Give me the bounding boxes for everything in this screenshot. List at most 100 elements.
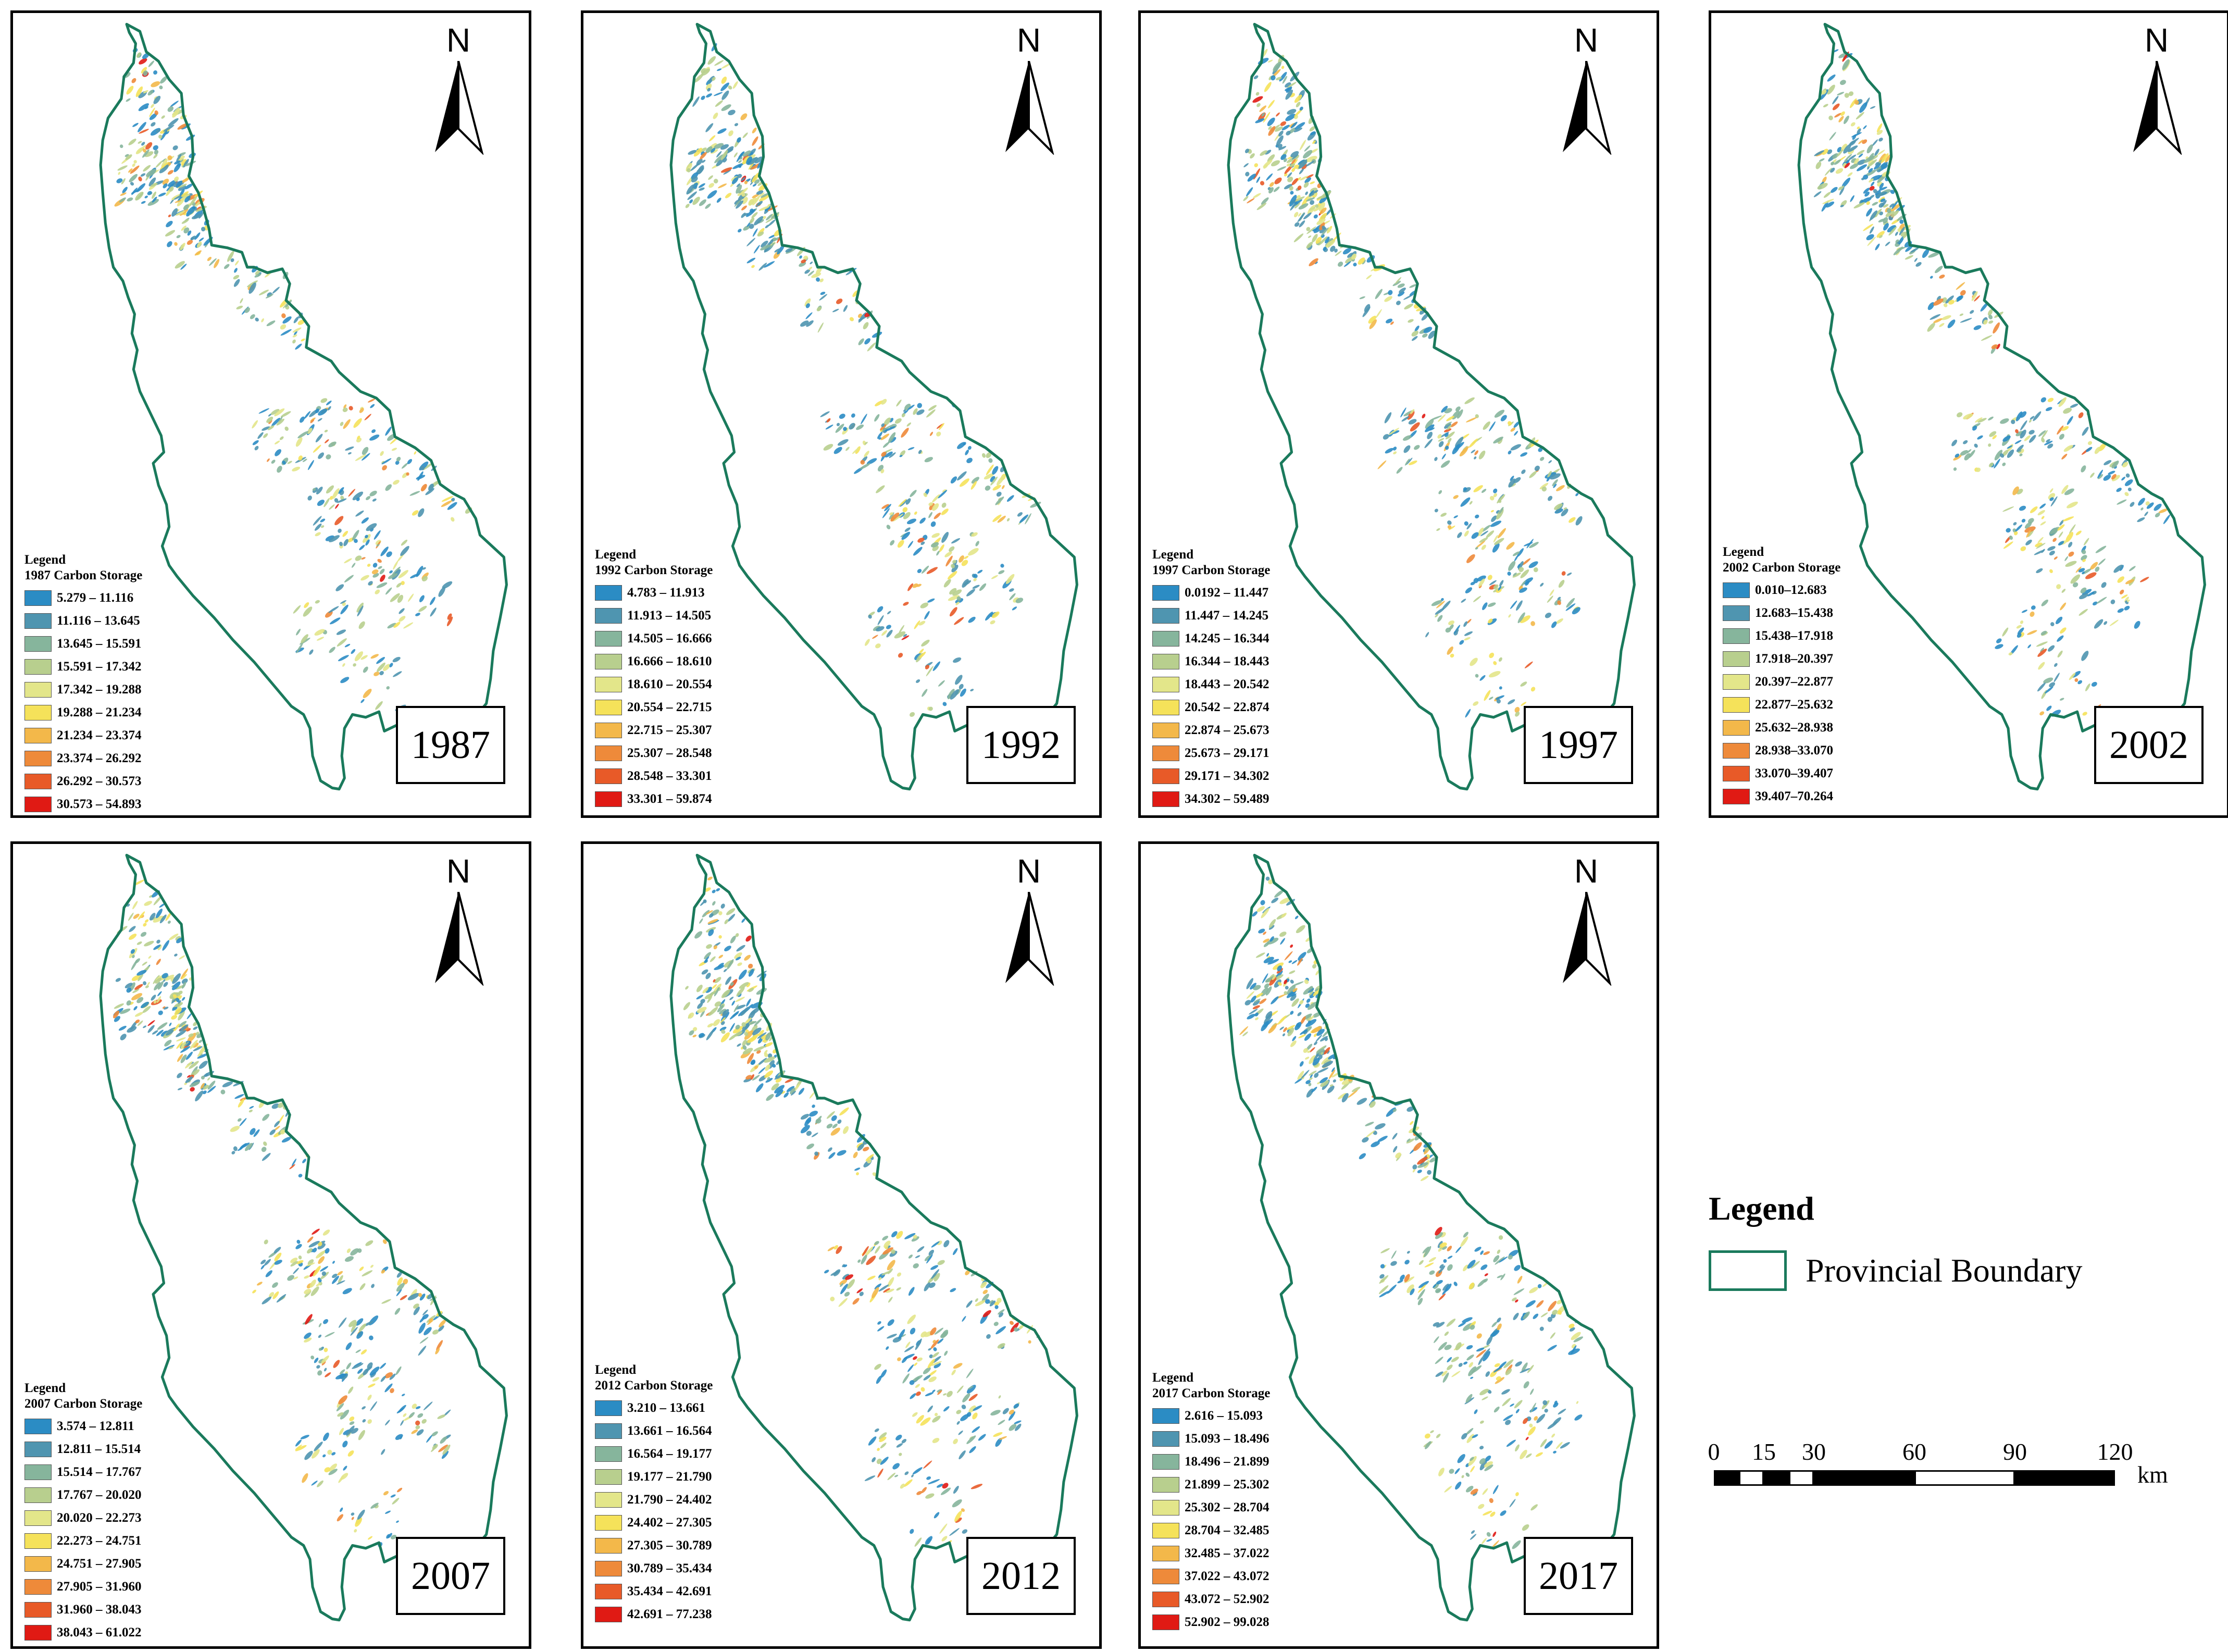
legend-item: 23.374 – 26.292: [24, 747, 142, 770]
forest-patch: [365, 539, 370, 546]
forest-patch: [256, 1282, 263, 1286]
forest-patch: [1489, 1498, 1493, 1504]
forest-patch: [343, 539, 348, 546]
north-arrow-icon: N: [1000, 854, 1057, 990]
forest-patch: [1453, 515, 1458, 518]
forest-patch: [1876, 123, 1883, 132]
forest-patch: [881, 451, 887, 457]
forest-patch: [1512, 1540, 1521, 1549]
forest-patch: [1333, 1079, 1336, 1083]
forest-patch: [332, 488, 340, 499]
forest-patch: [880, 469, 885, 474]
forest-patch: [316, 487, 323, 494]
forest-patch: [764, 1053, 768, 1058]
forest-patch: [1467, 1260, 1476, 1269]
forest-patch: [1528, 561, 1538, 568]
forest-patch: [1269, 936, 1274, 942]
legend-swatch: [1723, 582, 1750, 598]
forest-patch: [151, 122, 156, 127]
forest-patch: [753, 1046, 766, 1052]
forest-patch: [1474, 1247, 1482, 1252]
forest-patch: [1463, 1264, 1468, 1272]
forest-patch: [155, 909, 163, 918]
legend-swatch: [24, 1464, 52, 1480]
forest-patch: [843, 427, 847, 431]
forest-patch: [138, 974, 144, 982]
forest-patch: [806, 320, 814, 327]
forest-patch: [172, 1007, 178, 1011]
forest-patch: [714, 60, 724, 66]
forest-patch: [752, 1027, 762, 1035]
forest-patch: [1857, 159, 1866, 165]
forest-patch: [1870, 195, 1875, 198]
forest-patch: [173, 194, 184, 200]
forest-patch: [849, 423, 855, 430]
forest-patch: [1286, 990, 1297, 998]
forest-patch: [1417, 1298, 1423, 1306]
forest-patch: [875, 400, 883, 406]
forest-patch: [1436, 1280, 1443, 1285]
forest-patch: [2019, 505, 2026, 511]
forest-patch: [1401, 416, 1410, 422]
forest-patch: [1461, 1475, 1464, 1479]
forest-patch: [185, 1076, 193, 1083]
forest-patch: [1974, 443, 1978, 448]
legend-heading: Legend: [24, 553, 66, 567]
forest-patch: [975, 1300, 986, 1307]
scale-segment: [1789, 1470, 1814, 1486]
forest-patch: [1299, 168, 1304, 175]
forest-patch: [2039, 711, 2045, 716]
forest-patch: [768, 234, 776, 239]
forest-patch: [839, 1107, 849, 1116]
forest-patch: [1939, 275, 1945, 279]
forest-patch: [1331, 1072, 1340, 1078]
forest-patch: [1422, 1246, 1429, 1253]
forest-patch: [720, 150, 728, 160]
forest-patch: [274, 1121, 280, 1127]
forest-patch: [1006, 518, 1010, 521]
forest-patch: [182, 997, 185, 1001]
forest-patch: [925, 1392, 934, 1397]
forest-patch: [1515, 1492, 1519, 1496]
legend-swatch: [24, 1442, 52, 1457]
forest-patch: [923, 1375, 931, 1381]
forest-patch: [307, 460, 314, 470]
forest-patch: [962, 1529, 968, 1534]
forest-patch: [176, 937, 183, 943]
year-label: 2007: [396, 1537, 505, 1615]
legend-item: 21.234 – 23.374: [24, 724, 142, 747]
forest-patch: [1288, 960, 1292, 963]
forest-patch: [874, 1363, 881, 1370]
forest-patch: [1534, 1416, 1538, 1421]
forest-patch: [1844, 163, 1850, 168]
forest-patch: [917, 568, 922, 574]
forest-patch: [860, 459, 865, 465]
forest-patch: [2013, 522, 2017, 526]
forest-patch: [761, 240, 768, 247]
forest-patch: [2057, 524, 2065, 531]
legend-range-label: 12.683–15.438: [1755, 606, 1833, 620]
forest-patch: [765, 1064, 770, 1071]
forest-patch: [742, 1045, 747, 1050]
forest-patch: [1819, 158, 1825, 162]
forest-patch: [1297, 185, 1302, 191]
forest-patch: [2053, 556, 2058, 560]
forest-patch: [380, 451, 384, 456]
legend-item: 15.591 – 17.342: [24, 655, 142, 678]
forest-patch: [442, 1445, 451, 1455]
forest-patch: [420, 483, 427, 492]
legend-range-label: 42.691 – 77.238: [627, 1607, 712, 1621]
forest-patch: [180, 1054, 187, 1063]
legend-swatch: [24, 1625, 52, 1641]
forest-patch: [772, 1064, 776, 1068]
legend-swatch: [1723, 674, 1750, 690]
forest-patch: [2112, 475, 2120, 481]
forest-patch: [380, 575, 385, 582]
forest-patch: [1268, 126, 1276, 136]
forest-patch: [409, 491, 420, 496]
forest-patch: [375, 701, 383, 710]
forest-patch: [919, 517, 926, 524]
forest-patch: [1905, 245, 1913, 252]
legend-item: 29.171 – 34.302: [1152, 765, 1270, 788]
forest-patch: [723, 158, 727, 163]
